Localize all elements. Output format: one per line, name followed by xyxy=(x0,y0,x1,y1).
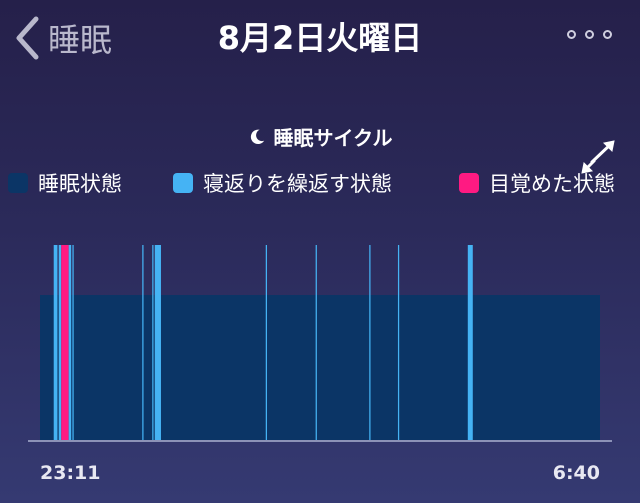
legend-item-sleep: 睡眠状態 xyxy=(8,168,122,198)
more-dot-icon xyxy=(567,30,576,39)
sleep-segment-3 xyxy=(61,245,69,440)
x-axis-end-label: 6:40 xyxy=(552,462,600,484)
sleep-segment-12 xyxy=(397,245,400,440)
more-options-button[interactable] xyxy=(567,30,612,39)
expand-icon[interactable] xyxy=(578,138,618,176)
sleep-segment-11 xyxy=(369,245,371,440)
section-title-label: 睡眠サイクル xyxy=(273,126,393,150)
legend-swatch xyxy=(8,173,28,193)
sleep-segment-6 xyxy=(142,245,144,440)
more-dot-icon xyxy=(603,30,612,39)
section-title: 睡眠サイクル xyxy=(0,122,640,151)
legend-label: 睡眠状態 xyxy=(38,172,122,196)
sleep-segment-5 xyxy=(72,245,74,440)
sleep-segment-2 xyxy=(58,245,62,440)
x-axis-start-label: 23:11 xyxy=(40,462,101,484)
sleep-cycle-chart xyxy=(28,245,612,442)
sleep-segment-7 xyxy=(152,245,154,440)
sleep-segment-0 xyxy=(40,295,600,440)
legend-label: 目覚めた状態 xyxy=(489,172,615,196)
legend-label: 寝返りを繰返す状態 xyxy=(203,172,392,196)
legend: 睡眠状態 寝返りを繰返す状態 目覚めた状態 xyxy=(0,166,640,196)
sleep-segment-13 xyxy=(467,245,473,440)
back-button[interactable]: 睡眠 xyxy=(14,14,112,62)
sleep-segment-4 xyxy=(68,245,72,440)
more-dot-icon xyxy=(585,30,594,39)
legend-item-awake: 目覚めた状態 xyxy=(459,168,615,198)
sleep-segment-8 xyxy=(154,245,161,440)
header: 睡眠 8月2日火曜日 xyxy=(0,0,640,80)
sleep-segment-10 xyxy=(315,245,317,440)
back-label: 睡眠 xyxy=(48,21,113,59)
legend-swatch xyxy=(173,173,193,193)
moon-icon xyxy=(250,129,264,144)
legend-swatch xyxy=(459,173,479,193)
chevron-left-icon xyxy=(16,16,39,60)
page-title: 8月2日火曜日 xyxy=(217,19,423,57)
legend-item-restless: 寝返りを繰返す状態 xyxy=(173,168,392,198)
sleep-segment-1 xyxy=(53,245,58,440)
sleep-segment-9 xyxy=(265,245,267,440)
